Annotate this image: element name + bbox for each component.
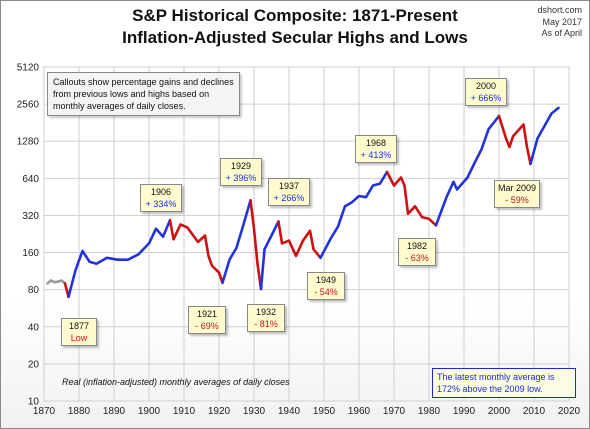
series-line-bull bbox=[529, 106, 560, 166]
series-line-bear bbox=[249, 199, 263, 291]
annotation-1877: 1877 Low bbox=[61, 318, 97, 346]
series-line-bull bbox=[259, 220, 280, 291]
as-of-label: As of April bbox=[541, 28, 582, 38]
x-tick-label: 1930 bbox=[243, 406, 266, 417]
y-tick-label: 20 bbox=[28, 359, 40, 370]
series-line-bear bbox=[385, 170, 438, 227]
annotation-1921: 1921- 69% bbox=[188, 306, 226, 334]
date-label: May 2017 bbox=[542, 17, 582, 27]
y-tick-label: 2560 bbox=[17, 100, 40, 111]
callouts-note-line: from previous lows and highs based on bbox=[53, 89, 210, 99]
latest-average-note: The latest monthly average is 172% above… bbox=[432, 368, 576, 398]
x-tick-label: 1900 bbox=[138, 406, 161, 417]
x-tick-label: 1980 bbox=[418, 406, 441, 417]
x-tick-label: 1920 bbox=[208, 406, 231, 417]
source-label: dshort.com bbox=[537, 5, 582, 15]
latest-average-line: The latest monthly average is bbox=[437, 372, 555, 382]
series-line-bear bbox=[497, 114, 532, 166]
series-line-early bbox=[46, 279, 67, 285]
callouts-note-line: monthly averages of daily closes. bbox=[53, 101, 186, 111]
annotation-1982: 1982- 63% bbox=[398, 238, 436, 266]
y-tick-label: 160 bbox=[22, 248, 39, 259]
x-tick-label: 1880 bbox=[68, 406, 91, 417]
x-tick-label: 1910 bbox=[173, 406, 196, 417]
series-line-bull bbox=[67, 218, 172, 299]
x-tick-label: 1890 bbox=[103, 406, 126, 417]
y-tick-label: 640 bbox=[22, 174, 39, 185]
x-tick-label: 1960 bbox=[348, 406, 371, 417]
chart-subtitle: Inflation-Adjusted Secular Highs and Low… bbox=[122, 28, 468, 47]
series-line-bear bbox=[168, 218, 224, 285]
x-tick-label: 2000 bbox=[488, 406, 511, 417]
x-tick-label: 1990 bbox=[453, 406, 476, 417]
x-tick-label: 2010 bbox=[523, 406, 546, 417]
x-tick-label: 1870 bbox=[33, 406, 56, 417]
y-tick-label: 10 bbox=[28, 397, 40, 408]
annotation-1906: 1906 + 334% bbox=[140, 184, 182, 212]
chart-title: S&P Historical Composite: 1871-Present bbox=[132, 6, 458, 25]
x-tick-label: 1940 bbox=[278, 406, 301, 417]
annotation-1929: 1929 + 396% bbox=[220, 158, 262, 186]
footer-note: Real (inflation-adjusted) monthly averag… bbox=[62, 377, 290, 387]
series-line-bear bbox=[277, 220, 322, 260]
y-tick-label: 80 bbox=[28, 285, 40, 296]
series-line-bull bbox=[434, 114, 501, 227]
annotation-1949: 1949- 54% bbox=[307, 272, 345, 300]
annotation-1937: 1937 + 266% bbox=[268, 178, 310, 206]
annotation-1932: 1932- 81% bbox=[247, 304, 285, 332]
y-tick-label: 5120 bbox=[17, 63, 40, 74]
annotation-1968: 1968 + 413% bbox=[355, 135, 397, 163]
x-tick-label: 2020 bbox=[558, 406, 581, 417]
series-line-bull bbox=[221, 199, 252, 285]
y-tick-label: 1280 bbox=[17, 137, 40, 148]
annotation-2000: 2000 + 666% bbox=[465, 78, 507, 106]
x-tick-label: 1970 bbox=[383, 406, 406, 417]
annotation-2009: Mar 2009- 59% bbox=[494, 180, 540, 208]
y-tick-label: 40 bbox=[28, 322, 40, 333]
callouts-note-line: Callouts show percentage gains and decli… bbox=[53, 77, 234, 87]
y-tick-label: 320 bbox=[22, 211, 39, 222]
latest-average-line: 172% above the 2009 low. bbox=[437, 384, 543, 394]
series-line-bull bbox=[319, 170, 389, 260]
callouts-note: Callouts show percentage gains and decli… bbox=[47, 72, 240, 116]
x-tick-label: 1950 bbox=[313, 406, 336, 417]
